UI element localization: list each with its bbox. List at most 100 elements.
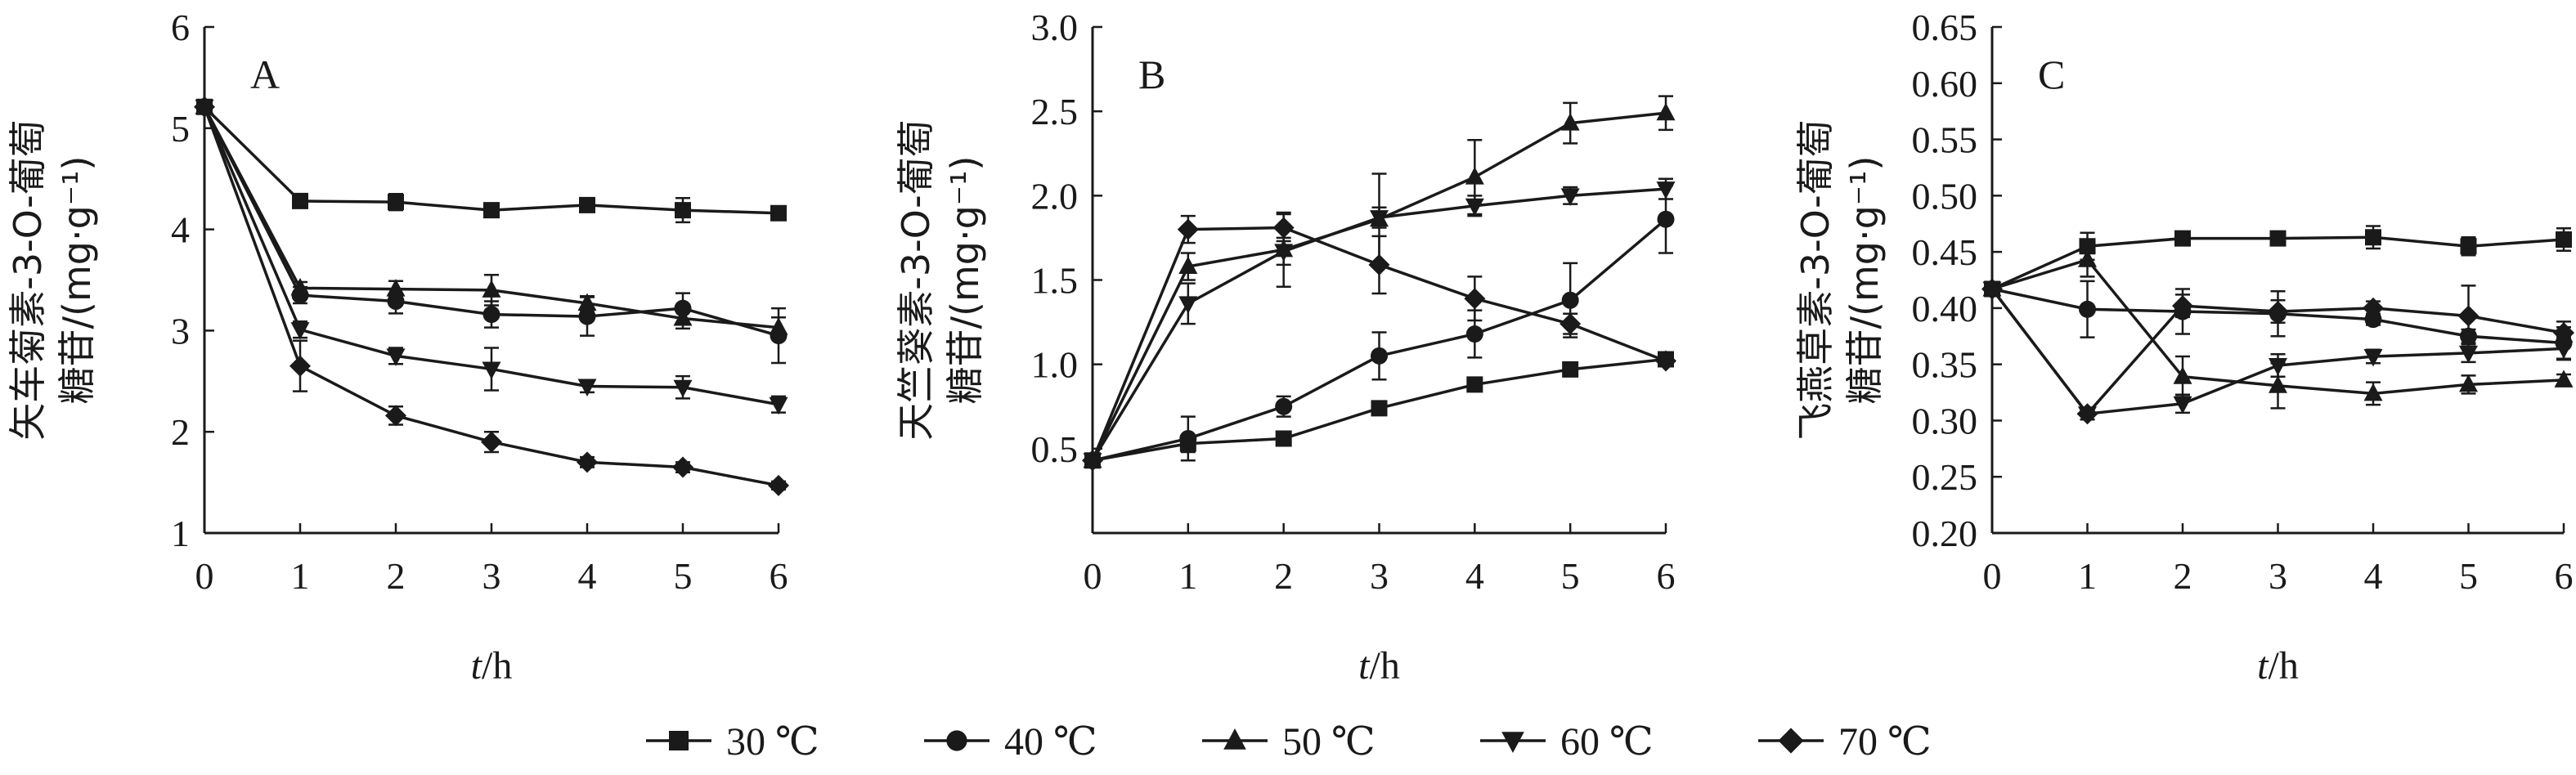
data-point (482, 280, 501, 298)
data-point (290, 277, 310, 296)
data-point (1657, 210, 1675, 228)
panel-label-b: B (1138, 52, 1165, 97)
data-point (578, 307, 596, 325)
y-tick-label: 1.5 (1031, 260, 1079, 302)
data-point (2459, 374, 2478, 392)
data-point (770, 204, 787, 222)
data-point (1274, 244, 1294, 262)
x-tick-label: 0 (195, 555, 214, 597)
data-point (1981, 278, 2003, 300)
y-tick-label: 5 (171, 108, 190, 150)
legend-item: 50 ℃ (1202, 720, 1376, 764)
y-axis-title-line1: 飞燕草素-3-O-葡萄 (1793, 119, 1838, 441)
y-tick-label: 0.25 (1912, 456, 1978, 498)
data-point (2554, 341, 2574, 359)
series-triangle-up (195, 96, 788, 339)
legend: 30 ℃ 40 ℃ 50 ℃ 60 ℃ 70 ℃ (646, 720, 1932, 764)
data-point (483, 202, 500, 219)
y-tick-label: 0.30 (1912, 400, 1978, 441)
legend-label: 60 ℃ (1560, 720, 1654, 764)
x-tick-label: 3 (2269, 555, 2287, 597)
data-point (1275, 430, 1292, 447)
data-point (2173, 366, 2192, 384)
legend-marker-diamond (1778, 728, 1804, 754)
data-point (1370, 210, 1389, 228)
data-point (2459, 345, 2478, 364)
data-point (2460, 238, 2477, 255)
panel-b: 0.5 1.0 1.5 2.0 2.5 3.0 0 1 2 3 4 5 6 t/h 天竺葵素-3-O-葡萄糖… (894, 7, 1676, 688)
x-tick-label: 4 (2364, 555, 2383, 597)
y-tick-label: 2.5 (1031, 91, 1079, 132)
y-tick-label: 1 (171, 513, 190, 554)
data-point (1464, 288, 1486, 310)
data-point (289, 355, 311, 377)
legend-marker-triangle-up (1223, 728, 1246, 750)
y-tick-label: 3.0 (1031, 7, 1079, 48)
x-tick-label: 6 (770, 555, 788, 597)
data-point (1560, 113, 1580, 131)
y-axis-title-line2: 糖苷/(mg·g⁻¹) (943, 156, 987, 405)
series-square (1984, 225, 2572, 298)
data-point (769, 317, 788, 335)
panel-c: 0.20 0.25 0.30 0.35 0.40 0.45 0.50 0.55 0.60 0.65… (1793, 7, 2574, 688)
data-point (577, 451, 598, 473)
x-tick-label: 5 (674, 555, 693, 597)
data-point (386, 348, 406, 366)
data-point (2174, 230, 2191, 247)
data-point (482, 306, 500, 324)
legend-label: 70 ℃ (1838, 720, 1932, 764)
data-point (2363, 349, 2383, 367)
data-point (290, 322, 310, 340)
x-axis-title: t/h (2257, 644, 2299, 688)
x-tick-label: 6 (1657, 555, 1676, 597)
data-point (577, 293, 597, 311)
data-point (1465, 325, 1483, 343)
data-point (577, 379, 597, 396)
x-tick-label: 2 (2174, 555, 2192, 597)
x-tick-label: 4 (1465, 555, 1484, 597)
x-axis-title: t/h (471, 644, 513, 688)
data-point (769, 396, 788, 415)
data-point (1275, 397, 1293, 415)
data-point (1560, 188, 1580, 206)
y-tick-label: 0.35 (1912, 344, 1978, 386)
x-tick-label: 5 (2459, 555, 2478, 597)
data-point (1465, 167, 1484, 185)
y-axis-title-line2: 糖苷/(mg·g⁻¹) (1842, 156, 1887, 405)
y-tick-label: 0.55 (1912, 119, 1978, 161)
data-point (292, 192, 308, 209)
data-point (672, 456, 693, 478)
y-tick-label: 2.0 (1031, 175, 1079, 217)
y-tick-label: 4 (171, 209, 190, 251)
data-point (1656, 181, 1676, 199)
x-tick-label: 0 (1983, 555, 2002, 597)
y-tick-label: 0.60 (1912, 63, 1978, 105)
data-point (194, 96, 215, 118)
data-point (2363, 297, 2384, 319)
data-point (2554, 370, 2574, 388)
legend-marker-circle (946, 730, 967, 751)
series-diamond (1981, 278, 2574, 425)
data-point (2267, 301, 2289, 323)
data-point (1178, 296, 1198, 314)
data-point (1561, 291, 1579, 309)
data-point (2457, 305, 2480, 327)
x-tick-label: 1 (2078, 555, 2097, 597)
x-tick-label: 4 (578, 555, 597, 597)
data-point (768, 474, 789, 496)
x-tick-label: 2 (387, 555, 406, 597)
legend-item: 30 ℃ (646, 720, 819, 764)
legend-label: 50 ℃ (1282, 720, 1376, 764)
panel-label-c: C (2038, 52, 2065, 97)
data-point (673, 308, 693, 326)
y-tick-label: 0.5 (1031, 428, 1079, 470)
series-circle (1084, 184, 1675, 469)
data-point (2173, 396, 2192, 414)
legend-item: 60 ℃ (1480, 720, 1654, 764)
legend-marker-triangle-down (1501, 732, 1524, 753)
data-point (2269, 375, 2287, 393)
data-point (2079, 300, 2096, 318)
data-point (481, 431, 502, 453)
data-point (2172, 295, 2193, 317)
